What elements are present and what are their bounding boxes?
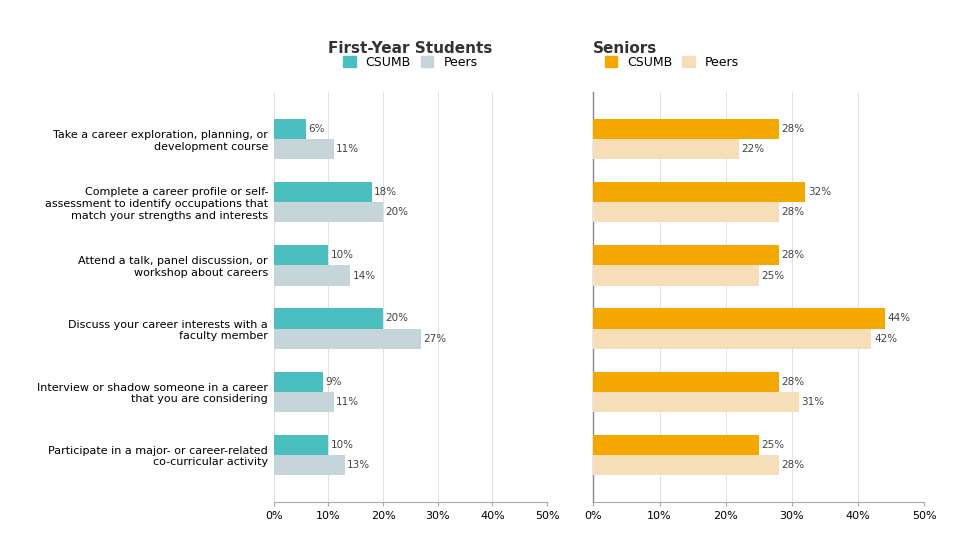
Text: 18%: 18% xyxy=(374,187,397,197)
Text: 10%: 10% xyxy=(330,251,353,260)
Text: 11%: 11% xyxy=(336,397,359,407)
Bar xyxy=(593,182,805,202)
Text: 44%: 44% xyxy=(887,313,910,323)
Text: Seniors: Seniors xyxy=(593,41,658,56)
Bar xyxy=(274,308,383,328)
Text: 6%: 6% xyxy=(308,124,325,134)
Text: 27%: 27% xyxy=(423,334,446,343)
Bar xyxy=(593,392,799,412)
Text: 14%: 14% xyxy=(352,271,375,281)
Text: 10%: 10% xyxy=(330,440,353,450)
Text: 20%: 20% xyxy=(385,207,408,218)
Bar xyxy=(593,308,885,328)
Text: 31%: 31% xyxy=(802,397,825,407)
Legend: CSUMB, Peers: CSUMB, Peers xyxy=(600,51,744,74)
Text: 28%: 28% xyxy=(781,460,804,470)
Bar xyxy=(274,328,421,349)
Text: 11%: 11% xyxy=(336,144,359,154)
Text: 9%: 9% xyxy=(325,376,342,387)
Bar xyxy=(274,392,334,412)
Bar xyxy=(593,139,739,159)
Text: 28%: 28% xyxy=(781,124,804,134)
Bar xyxy=(274,455,345,475)
Bar xyxy=(274,182,372,202)
Bar xyxy=(274,139,334,159)
Bar xyxy=(593,455,779,475)
Bar xyxy=(593,435,758,455)
Bar xyxy=(593,266,758,286)
Text: 22%: 22% xyxy=(742,144,765,154)
Title: First-Year Students: First-Year Students xyxy=(328,41,492,56)
Bar xyxy=(274,372,323,392)
Legend: CSUMB, Peers: CSUMB, Peers xyxy=(338,51,483,74)
Bar xyxy=(593,245,779,266)
Bar xyxy=(274,202,383,222)
Text: 20%: 20% xyxy=(385,313,408,323)
Text: 42%: 42% xyxy=(875,334,898,343)
Bar xyxy=(593,328,872,349)
Text: 25%: 25% xyxy=(761,440,784,450)
Bar xyxy=(593,202,779,222)
Text: 28%: 28% xyxy=(781,207,804,218)
Bar xyxy=(593,372,779,392)
Bar xyxy=(593,119,779,139)
Text: 13%: 13% xyxy=(347,460,370,470)
Bar xyxy=(274,245,328,266)
Bar xyxy=(274,266,350,286)
Text: 28%: 28% xyxy=(781,376,804,387)
Text: 32%: 32% xyxy=(808,187,831,197)
Text: 28%: 28% xyxy=(781,251,804,260)
Bar xyxy=(274,119,306,139)
Text: 25%: 25% xyxy=(761,271,784,281)
Bar xyxy=(274,435,328,455)
